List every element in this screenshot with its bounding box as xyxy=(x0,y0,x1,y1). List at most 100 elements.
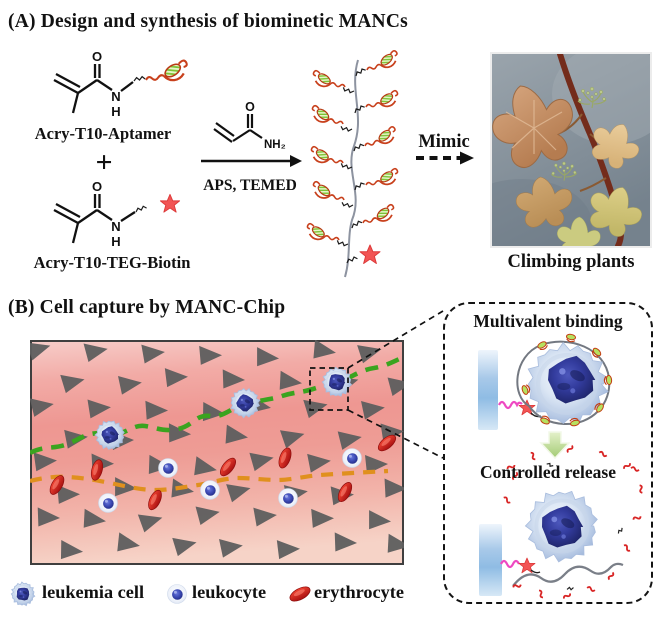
teg-linker-squiggle xyxy=(134,205,148,213)
transition-arrow-down xyxy=(539,431,571,460)
panel-a-scheme: O N H Acry-T10-Aptamer + O N H Acry-T10-… xyxy=(34,49,474,278)
micropillar-triangle xyxy=(334,532,358,552)
mimic-dashed-arrow xyxy=(416,151,474,165)
leukocyte xyxy=(278,488,298,508)
leukocyte xyxy=(98,493,118,513)
captured-leukemia-cells xyxy=(94,366,353,450)
leukocyte-icon xyxy=(167,584,187,604)
micropillar-triangle xyxy=(141,344,165,364)
atom-label-o: O xyxy=(92,49,102,64)
micropillar-triangle xyxy=(257,347,280,367)
monomer-acry-t10-teg-biotin-structure xyxy=(53,194,136,244)
micropillar-triangle xyxy=(172,537,197,557)
released-leukemia-cell xyxy=(524,490,598,563)
dna-fragment xyxy=(623,462,631,470)
aptamer-contacts xyxy=(521,333,613,427)
aptamer-mini xyxy=(594,402,604,413)
atom-label-h: H xyxy=(111,104,120,119)
leukemia-cell-icon xyxy=(10,581,36,607)
leukocyte xyxy=(342,448,362,468)
micropillar-triangle xyxy=(199,345,223,365)
micropillar-triangle xyxy=(145,400,169,420)
aptamer-mini xyxy=(565,333,577,343)
micropillar-triangle xyxy=(279,430,305,449)
cleaved-fragments xyxy=(503,445,643,599)
atom-label-n: N xyxy=(111,219,120,234)
dna-fragment xyxy=(506,464,516,470)
dna-fragment xyxy=(632,516,642,520)
micropillar-triangle xyxy=(60,374,85,394)
dna-fragment xyxy=(630,466,640,472)
micropillar-triangle xyxy=(279,370,302,390)
plus-sign: + xyxy=(95,146,112,179)
dna-fragment xyxy=(511,471,519,481)
micropillar-triangle xyxy=(37,507,61,527)
dna-fragment xyxy=(623,544,631,552)
micropillar-triangle xyxy=(387,533,404,553)
micropillar-triangle xyxy=(164,368,188,388)
bound-leukemia-cell xyxy=(527,341,609,425)
micropillar-triangle xyxy=(387,377,404,396)
micropillar-triangle xyxy=(118,375,142,395)
atom-label-n: N xyxy=(111,89,120,104)
leukemia-cell xyxy=(321,366,353,397)
aptamer-mini xyxy=(569,417,580,427)
micropillar-triangle xyxy=(30,342,51,361)
mechanism-inset-panel: Multivalent binding Controlled release xyxy=(443,302,653,604)
dna-fragment xyxy=(639,484,643,494)
micropillar-triangle xyxy=(226,484,251,503)
micropillar-triangle xyxy=(83,343,108,362)
mimic-label: Mimic xyxy=(418,132,469,152)
chain-fragment xyxy=(546,462,554,467)
micropillar-triangle xyxy=(30,398,54,417)
linker-squiggle-magenta xyxy=(498,400,523,410)
climbing-plants-photo xyxy=(490,52,652,248)
aptamer-mini xyxy=(603,374,613,386)
micropillar-triangle xyxy=(60,539,84,560)
micropillar-triangle xyxy=(219,538,243,558)
panel-a-title: (A) Design and synthesis of biominetic M… xyxy=(8,11,408,32)
micropillar-triangle xyxy=(307,453,331,473)
polymer-nanoclimber xyxy=(305,49,401,278)
waste-flow-path xyxy=(30,468,389,493)
atom-label-h: H xyxy=(111,234,120,249)
controlled-release-title: Controlled release xyxy=(480,462,616,482)
micropillar-triangle xyxy=(137,514,163,533)
leukemia-cell xyxy=(527,341,609,425)
micropillar-triangle xyxy=(117,532,140,552)
leukemia-cell xyxy=(10,581,36,607)
micropillar-triangle xyxy=(253,507,277,527)
aptamer-hairpin-icon xyxy=(143,59,190,85)
aptamer-mini xyxy=(521,384,531,395)
micropillar-triangle xyxy=(365,455,388,474)
micropillar-triangle xyxy=(83,508,106,528)
dna-fragment xyxy=(503,496,511,504)
manc-chip xyxy=(30,340,404,565)
micropillar-triangle xyxy=(33,452,57,472)
micropillar-triangle xyxy=(384,478,404,498)
multivalent-binding-title: Multivalent binding xyxy=(473,311,623,331)
micropillar-triangle xyxy=(313,340,336,359)
legend-label-leukocyte: leukocyte xyxy=(192,582,267,602)
biotin-star-icon xyxy=(159,193,181,213)
micropillar-triangle xyxy=(311,508,335,528)
dna-fragment xyxy=(607,571,615,581)
leukemia-capture-path xyxy=(30,354,404,456)
leukemia-cell xyxy=(524,490,598,563)
micropillar-triangle xyxy=(369,510,392,530)
monomer1-label: Acry-T10-Aptamer xyxy=(35,124,172,143)
substrate-bar xyxy=(479,524,502,596)
micropillar-triangle xyxy=(194,456,217,476)
atom-label-nh2: NH₂ xyxy=(264,139,286,151)
dna-fragment xyxy=(566,445,574,453)
substrate-bar xyxy=(478,350,498,430)
micropillar-triangle xyxy=(249,452,274,472)
monomer2-label: Acry-T10-TEG-Biotin xyxy=(34,253,191,272)
biotin-star-icon xyxy=(359,244,381,264)
aptamer-mini xyxy=(540,415,551,425)
inset-graphics xyxy=(478,333,643,599)
photo-caption: Climbing plants xyxy=(507,252,635,272)
micropillar-triangle xyxy=(222,369,246,389)
micropillar-triangle xyxy=(225,424,248,444)
